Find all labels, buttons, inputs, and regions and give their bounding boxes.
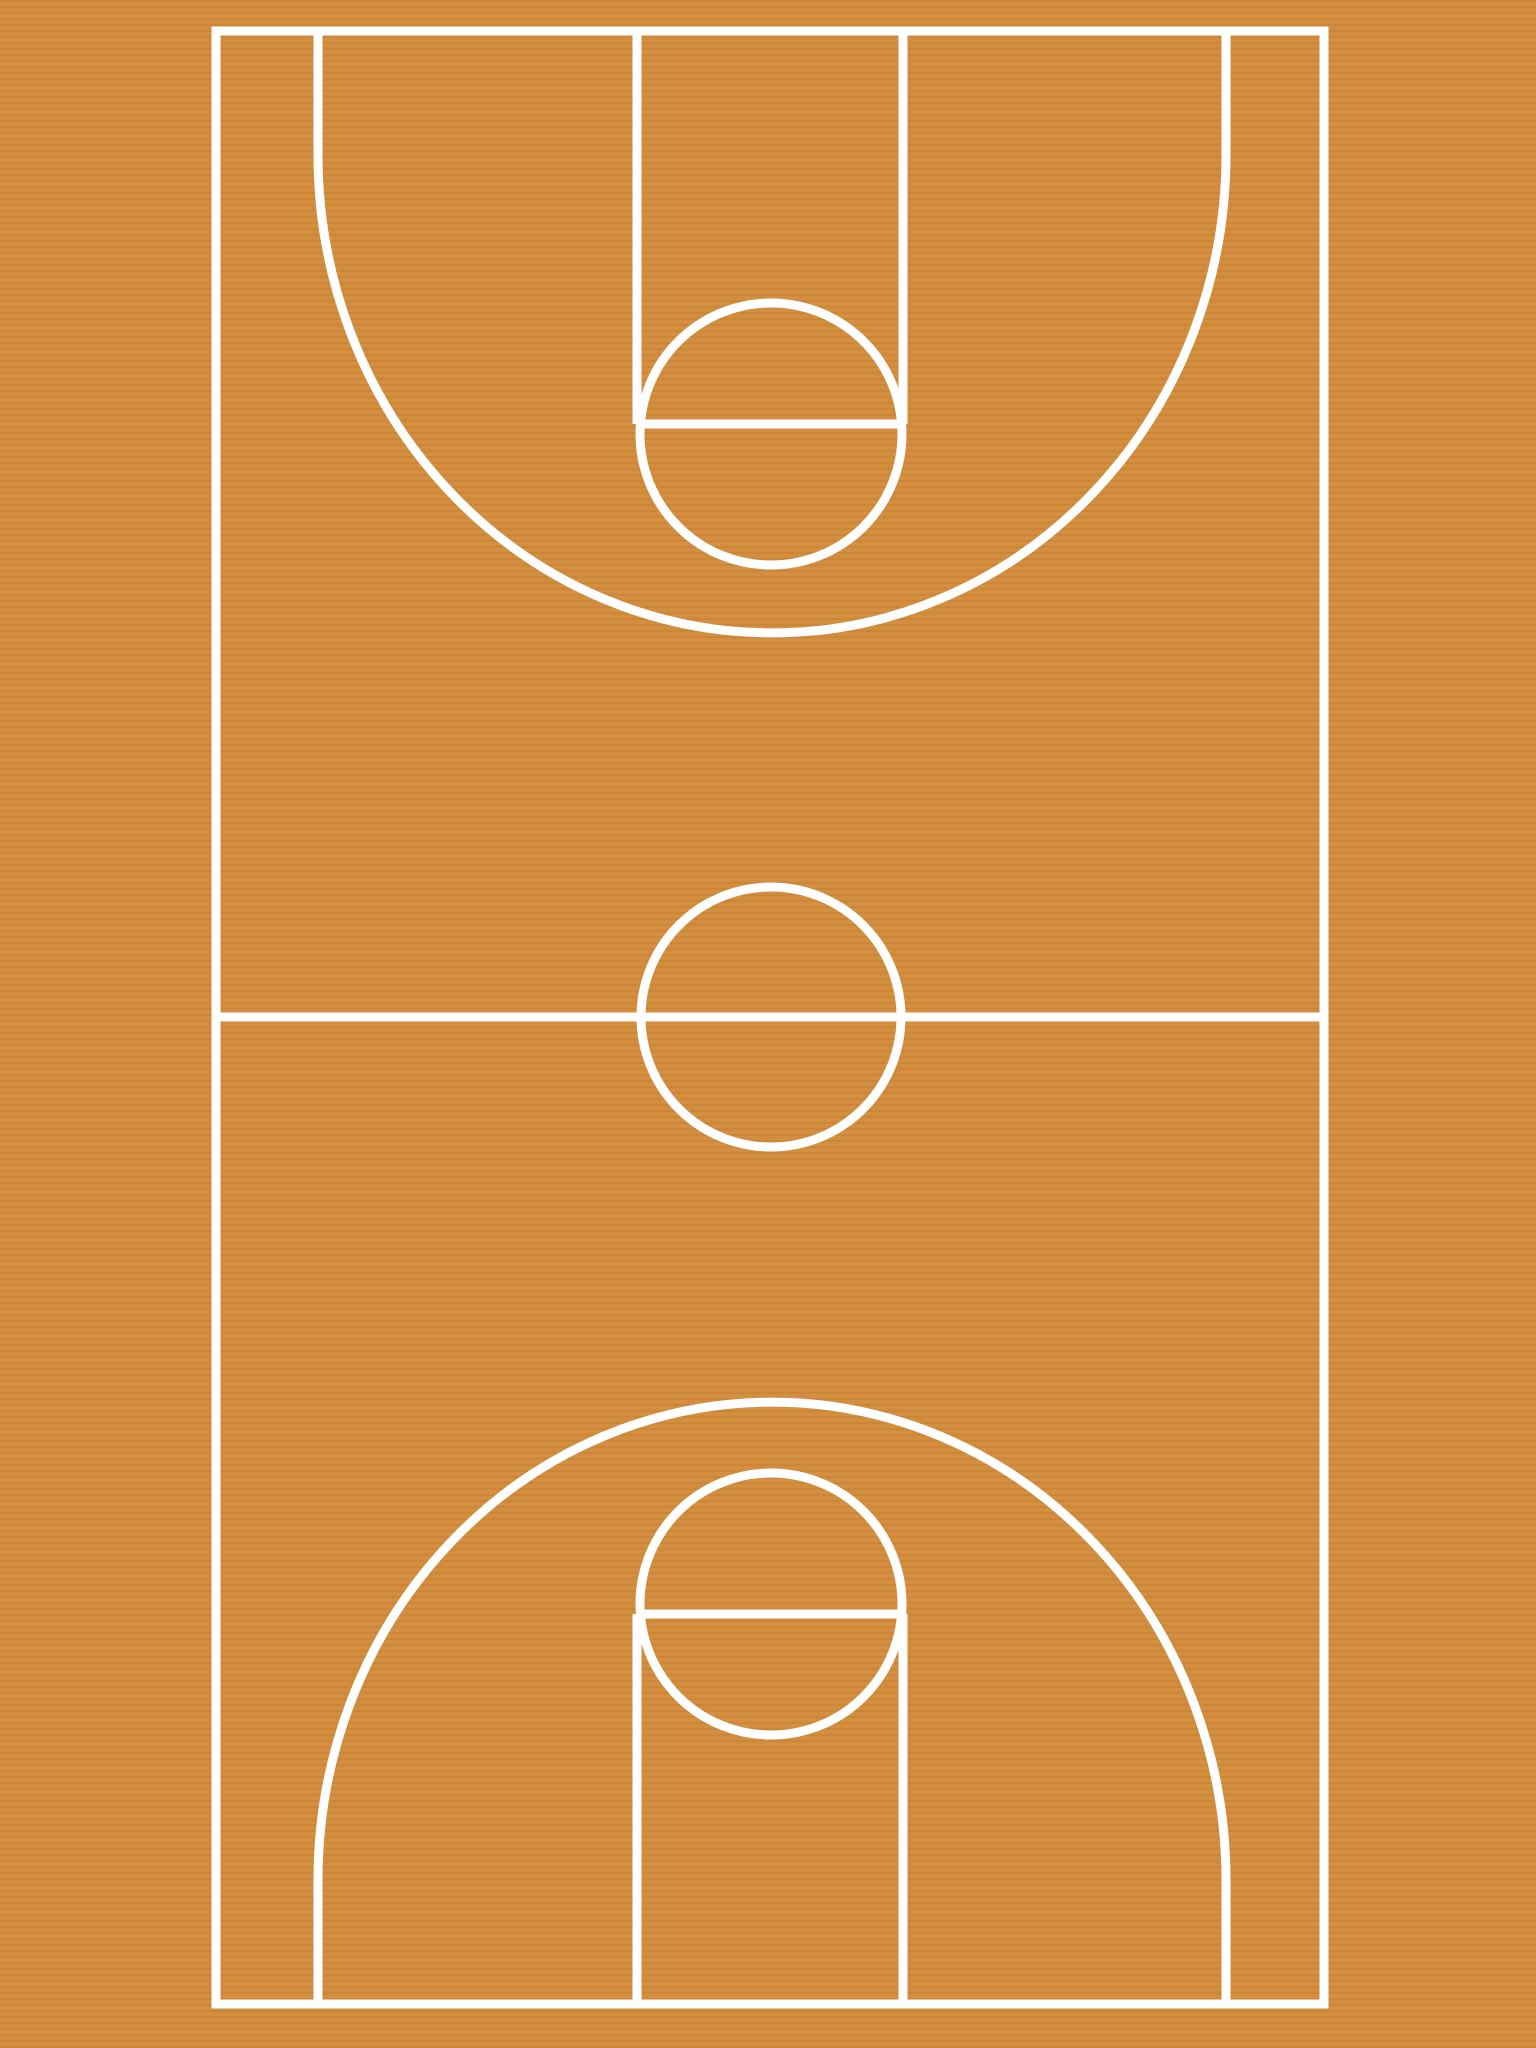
bottom-half: [313, 1397, 1231, 2004]
top-three-point-line: [313, 31, 1231, 638]
bottom-free-throw-circle: [635, 1468, 907, 1740]
top-free-throw-circle: [635, 298, 907, 570]
bottom-three-point-line: [313, 1397, 1231, 2004]
court-lines: [211, 26, 1329, 2009]
center-circle: [636, 882, 906, 1152]
top-half: [313, 31, 1231, 638]
